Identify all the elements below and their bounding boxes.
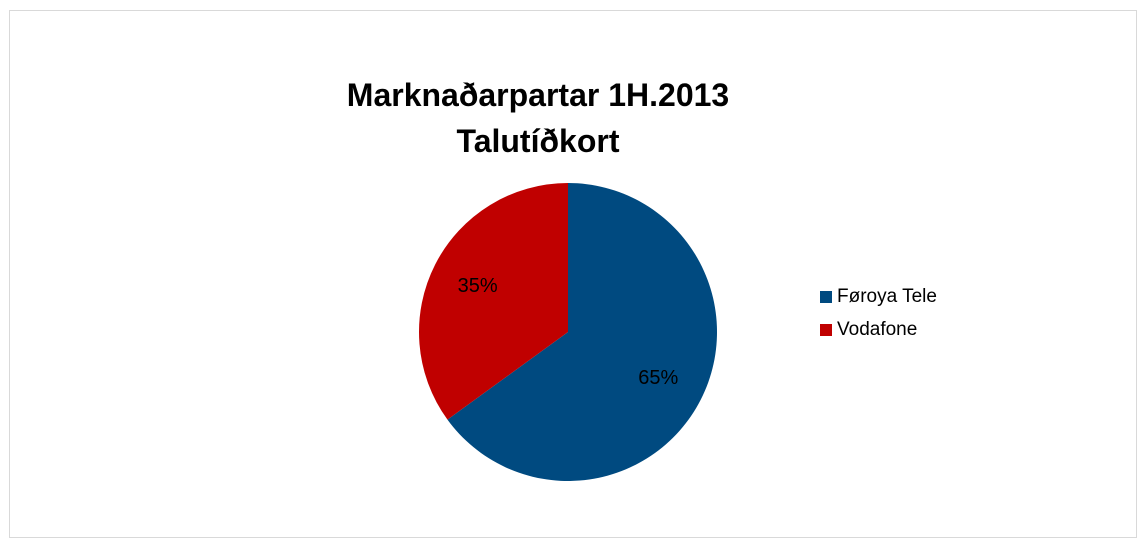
data-label-foroya-tele: 65% bbox=[638, 367, 678, 389]
pie-slice-foroya-tele bbox=[447, 183, 718, 481]
legend-swatch-vodafone bbox=[820, 324, 832, 336]
legend-label-vodafone: Vodafone bbox=[837, 319, 918, 340]
legend-item-foroya-tele: Føroya Tele bbox=[820, 286, 937, 308]
pie-data-labels: 65% 35% bbox=[458, 275, 679, 389]
legend-item-vodafone: Vodafone bbox=[820, 319, 937, 341]
data-label-vodafone: 35% bbox=[458, 275, 498, 297]
chart-title-line-1: Marknaðarpartar 1H.2013 bbox=[346, 77, 730, 113]
pie-slice-vodafone bbox=[419, 183, 568, 420]
pie-slices bbox=[419, 183, 718, 481]
legend-label-foroya-tele: Føroya Tele bbox=[837, 286, 937, 307]
chart-title: Marknaðarpartar 1H.2013 Talutíðkort bbox=[300, 72, 776, 164]
legend-swatch-foroya-tele bbox=[820, 291, 832, 303]
legend: Føroya Tele Vodafone bbox=[820, 286, 937, 352]
chart-title-line-2: Talutíðkort bbox=[456, 123, 620, 159]
